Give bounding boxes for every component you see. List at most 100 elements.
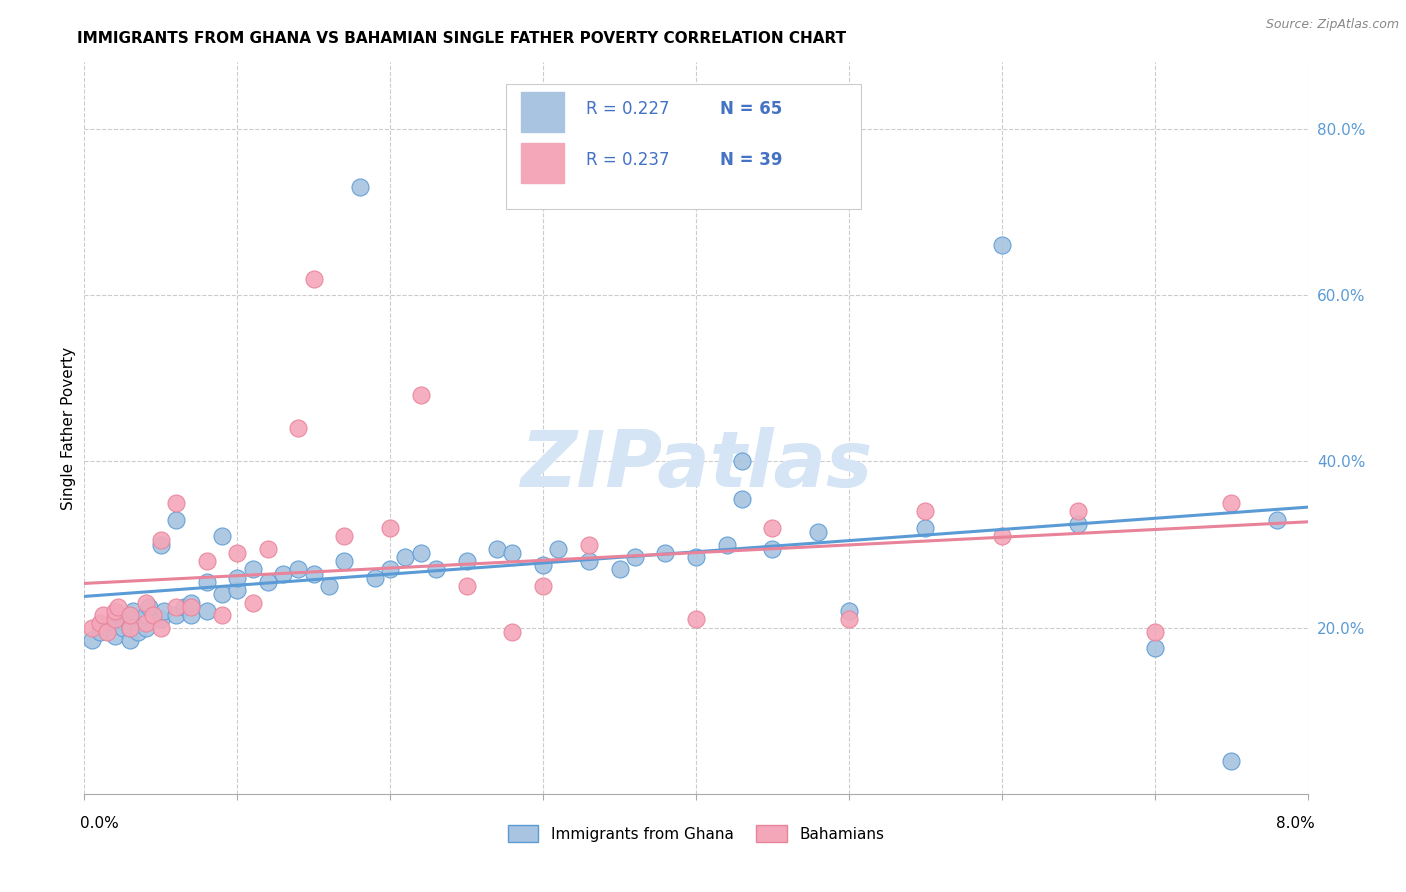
Point <box>394 549 416 564</box>
Point <box>486 541 509 556</box>
Point <box>1220 496 1243 510</box>
Point <box>1067 504 1090 518</box>
Point <box>135 608 157 623</box>
Point <box>318 579 340 593</box>
Point <box>173 599 195 614</box>
Point <box>456 554 478 568</box>
Point <box>349 180 371 194</box>
Point <box>761 521 783 535</box>
Text: 8.0%: 8.0% <box>1275 816 1315 830</box>
Point <box>425 562 447 576</box>
Text: R = 0.227: R = 0.227 <box>586 100 669 118</box>
Point <box>1265 512 1288 526</box>
Point <box>838 604 860 618</box>
Point <box>409 546 432 560</box>
Point <box>111 621 134 635</box>
Point <box>104 612 127 626</box>
Point <box>180 596 202 610</box>
Text: N = 39: N = 39 <box>720 151 783 169</box>
Point <box>101 616 124 631</box>
Point <box>122 604 145 618</box>
Y-axis label: Single Father Poverty: Single Father Poverty <box>60 347 76 509</box>
Point <box>991 529 1014 543</box>
Legend: Immigrants from Ghana, Bahamians: Immigrants from Ghana, Bahamians <box>502 819 890 848</box>
Point <box>104 604 127 618</box>
Point <box>380 521 402 535</box>
Point <box>96 621 118 635</box>
Point <box>333 554 356 568</box>
Bar <box>522 143 564 183</box>
FancyBboxPatch shape <box>506 85 860 209</box>
Point <box>135 616 157 631</box>
Point <box>153 604 176 618</box>
Point <box>685 549 707 564</box>
Point <box>120 608 142 623</box>
Point <box>142 608 165 623</box>
Point <box>731 454 754 468</box>
Point <box>226 583 249 598</box>
Point <box>120 633 142 648</box>
Point <box>242 596 264 610</box>
Point <box>149 537 172 551</box>
Point <box>107 599 129 614</box>
Text: R = 0.237: R = 0.237 <box>586 151 669 169</box>
Point <box>731 491 754 506</box>
Point <box>654 546 676 560</box>
Point <box>127 624 149 639</box>
Point <box>456 579 478 593</box>
Text: Source: ZipAtlas.com: Source: ZipAtlas.com <box>1265 18 1399 31</box>
Point <box>502 546 524 560</box>
Point <box>180 599 202 614</box>
Point <box>333 529 356 543</box>
Point <box>226 571 249 585</box>
Point <box>120 621 142 635</box>
Bar <box>522 92 564 132</box>
Point <box>180 608 202 623</box>
Point <box>80 621 103 635</box>
Point <box>838 612 860 626</box>
Point <box>135 596 157 610</box>
Point <box>624 549 647 564</box>
Point <box>1220 754 1243 768</box>
Point <box>716 537 738 551</box>
Point <box>502 624 524 639</box>
Point <box>165 512 187 526</box>
Point <box>149 612 172 626</box>
Point <box>287 562 309 576</box>
Point <box>104 629 127 643</box>
Point <box>271 566 294 581</box>
Point <box>531 579 554 593</box>
Text: 0.0%: 0.0% <box>80 816 120 830</box>
Point <box>409 388 432 402</box>
Point <box>914 521 936 535</box>
Point <box>135 621 157 635</box>
Point <box>138 599 160 614</box>
Point <box>120 608 142 623</box>
Point <box>761 541 783 556</box>
Point <box>242 562 264 576</box>
Point <box>195 604 218 618</box>
Point <box>547 541 569 556</box>
Point <box>380 562 402 576</box>
Point <box>149 621 172 635</box>
Point <box>107 608 129 623</box>
Point <box>120 621 142 635</box>
Point <box>165 599 187 614</box>
Point <box>914 504 936 518</box>
Point <box>1143 624 1166 639</box>
Point <box>89 616 111 631</box>
Point <box>302 566 325 581</box>
Point <box>80 633 103 648</box>
Point <box>211 529 233 543</box>
Point <box>257 574 280 589</box>
Point <box>149 533 172 548</box>
Point <box>226 546 249 560</box>
Point <box>1143 641 1166 656</box>
Point <box>991 238 1014 252</box>
Point <box>609 562 631 576</box>
Point <box>104 612 127 626</box>
Point <box>165 608 187 623</box>
Point <box>287 421 309 435</box>
Point <box>578 554 600 568</box>
Text: ZIPatlas: ZIPatlas <box>520 426 872 503</box>
